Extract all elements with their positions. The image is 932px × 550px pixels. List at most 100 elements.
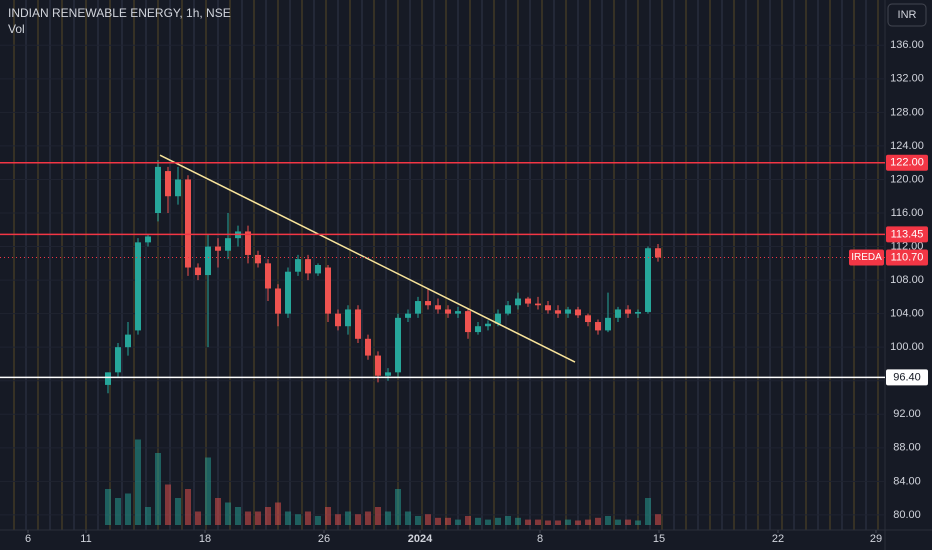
candle-body xyxy=(245,231,251,255)
candle-body xyxy=(115,347,121,373)
volume-bar xyxy=(245,511,251,525)
x-tick-label: 26 xyxy=(318,533,330,545)
y-tick-label: 108.00 xyxy=(890,274,924,286)
x-tick-label: 29 xyxy=(870,533,882,545)
candle-body xyxy=(445,309,451,314)
candle-body xyxy=(645,248,651,312)
volume-bar xyxy=(105,489,111,525)
candle-body xyxy=(455,311,461,314)
level-label-box xyxy=(886,154,928,171)
volume-bar xyxy=(435,517,441,525)
volume-bar xyxy=(555,520,561,525)
currency-button[interactable] xyxy=(887,3,927,27)
candle-body xyxy=(565,309,571,314)
candle-body xyxy=(325,267,331,314)
volume-bar xyxy=(565,519,571,525)
candle-body xyxy=(105,372,111,385)
level-label: 122.00 xyxy=(890,157,924,169)
volume-bar xyxy=(485,519,491,525)
candle-body xyxy=(525,298,531,304)
volume-bar xyxy=(465,516,471,525)
candle-body xyxy=(215,246,221,251)
volume-bar xyxy=(525,519,531,525)
volume-bar xyxy=(605,516,611,525)
y-tick-label: 100.00 xyxy=(890,341,924,353)
y-tick-label: 92.00 xyxy=(893,408,921,420)
symbol-label-box xyxy=(849,249,884,266)
candle-body xyxy=(395,317,401,373)
candle-body xyxy=(335,313,341,327)
y-tick-label: 136.00 xyxy=(890,39,924,51)
candle-body xyxy=(635,311,641,314)
candle-body xyxy=(415,301,421,314)
candle-body xyxy=(155,166,161,214)
volume-bar xyxy=(625,519,631,525)
candle-body xyxy=(515,298,521,306)
candle-body xyxy=(615,309,621,318)
candle-body xyxy=(295,259,301,272)
volume-bar xyxy=(535,519,541,525)
y-tick-label: 104.00 xyxy=(890,308,924,320)
candle-body xyxy=(535,303,541,306)
y-tick-label: 132.00 xyxy=(890,73,924,85)
candle-body xyxy=(355,309,361,339)
x-tick-label: 2024 xyxy=(408,533,433,545)
candle-body xyxy=(135,242,141,331)
volume-bar xyxy=(595,517,601,525)
volume-bar xyxy=(495,517,501,525)
candle-body xyxy=(125,334,131,348)
x-tick-label: 8 xyxy=(537,533,543,545)
volume-bar xyxy=(355,514,361,525)
volume-bar xyxy=(515,517,521,525)
volume-bar xyxy=(275,502,281,525)
volume-bar xyxy=(325,507,331,525)
candle-body xyxy=(185,179,191,268)
candle-body xyxy=(255,254,261,264)
volume-bar xyxy=(545,520,551,525)
candle-body xyxy=(305,259,311,274)
candle-body xyxy=(435,305,441,310)
volume-bar xyxy=(235,507,241,525)
candle-body xyxy=(465,311,471,333)
currency-label[interactable]: INR xyxy=(898,9,917,21)
level-label-box xyxy=(886,226,928,243)
volume-bar xyxy=(115,498,121,525)
volume-bar xyxy=(255,511,261,525)
volume-bar xyxy=(265,507,271,525)
candle-body xyxy=(405,313,411,318)
candle-body xyxy=(505,305,511,314)
volume-bar xyxy=(405,511,411,525)
volume-bar xyxy=(455,519,461,525)
volume-bar xyxy=(385,511,391,525)
level-label: 96.40 xyxy=(893,371,921,383)
volume-bar xyxy=(285,511,291,525)
last-price-label: 110.70 xyxy=(891,251,924,263)
candle-body xyxy=(145,236,151,243)
candle-body xyxy=(595,322,601,331)
volume-bar xyxy=(225,502,231,525)
x-tick-label: 18 xyxy=(199,533,211,545)
volume-bar xyxy=(395,489,401,525)
volume-bar xyxy=(305,511,311,525)
candle-body xyxy=(195,267,201,276)
volume-bar xyxy=(375,507,381,525)
volume-bar xyxy=(145,507,151,525)
volume-bar xyxy=(205,457,211,525)
candle-body xyxy=(655,248,661,258)
volume-bar xyxy=(415,516,421,525)
y-tick-label: 124.00 xyxy=(890,140,924,152)
volume-bar xyxy=(655,514,661,525)
volume-bar xyxy=(165,484,171,525)
volume-bar xyxy=(365,511,371,525)
volume-bar xyxy=(295,514,301,525)
volume-bar xyxy=(575,520,581,525)
candle-body xyxy=(365,338,371,356)
volume-bar xyxy=(445,517,451,525)
x-tick-label: 11 xyxy=(80,533,91,545)
candle-body xyxy=(545,305,551,311)
y-tick-label: 116.00 xyxy=(891,207,924,219)
x-tick-label: 15 xyxy=(653,533,665,545)
